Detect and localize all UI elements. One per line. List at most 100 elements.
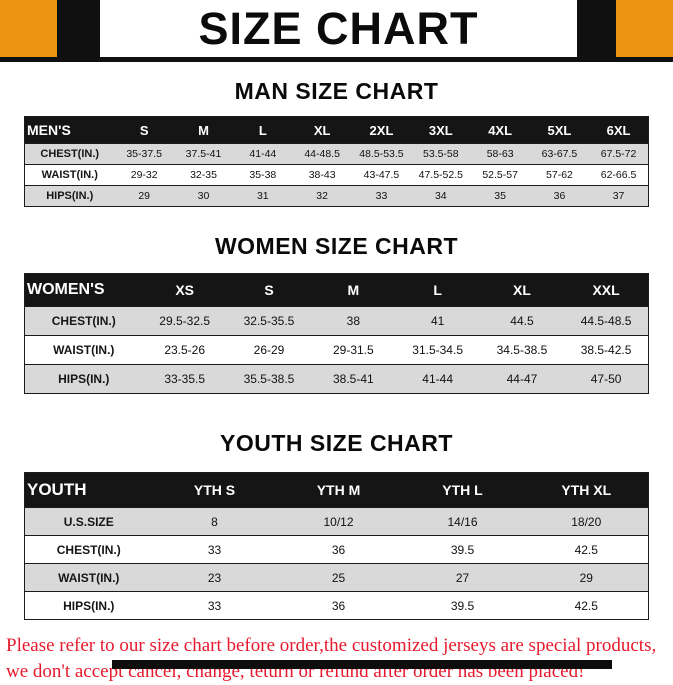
corner-accent-right <box>616 0 673 57</box>
youth-table-title: YOUTH <box>24 472 153 508</box>
size-cell: 44.5 <box>510 314 534 328</box>
women-col-xl: XL <box>479 273 565 307</box>
women-table-title: WOMEN'S <box>24 273 143 307</box>
size-cell: 62-66.5 <box>600 169 637 181</box>
size-cell: 37 <box>612 190 625 202</box>
size-cell: 8 <box>211 514 218 529</box>
women-col-xxl: XXL <box>564 273 649 307</box>
men-section-heading: MAN SIZE CHART <box>234 78 439 104</box>
women-size-table: WOMEN'S XS S M L XL XXL CHEST(IN.) 29.5-32.5 32.5… <box>24 273 649 394</box>
women-col-l: L <box>395 273 480 307</box>
title-panel: SIZE CHART <box>100 0 577 57</box>
men-header-row: MEN'S S M L XL 2XL 3XL 4XL 5XL 6XL <box>24 116 649 144</box>
women-col-s: S <box>226 273 312 307</box>
men-col-xl: XL <box>292 116 352 144</box>
men-col-3xl: 3XL <box>411 116 471 144</box>
men-col-2xl: 2XL <box>351 116 412 144</box>
size-cell: 23 <box>207 570 222 585</box>
size-cell: 34.5-38.5 <box>496 343 548 357</box>
size-cell: 41-44 <box>422 372 453 386</box>
youth-row-label-chest-in: CHEST(IN.) <box>56 542 121 557</box>
size-cell: 29-32 <box>130 169 158 181</box>
table-row: CHEST(IN.) 29.5-32.5 32.5-35.5 38 41 44.5 44.5… <box>24 306 649 336</box>
size-cell: 33 <box>207 598 222 613</box>
size-cell: 10/12 <box>323 514 354 529</box>
men-size-chart-section: MAN SIZE CHART MEN'S S M L XL 2XL 3XL 4XL 5XL 6XL C… <box>0 78 673 207</box>
size-cell: 31.5-34.5 <box>412 343 463 357</box>
size-cell: 35-38 <box>249 169 277 181</box>
size-cell: 44.5-48.5 <box>580 314 632 328</box>
footer-note: Please refer to our size chart before or… <box>6 633 667 685</box>
table-row: HIPS(IN.) 29 30 31 32 33 34 35 36 37 <box>24 185 649 207</box>
size-cell: 47-50 <box>590 372 622 386</box>
size-cell: 63-67.5 <box>541 148 578 160</box>
men-col-l: L <box>233 116 293 144</box>
table-row: CHEST(IN.) 35-37.5 37.5-41 41-44 44-48.5 48.5… <box>24 143 649 165</box>
men-col-6xl: 6XL <box>589 116 649 144</box>
size-cell: 39.5 <box>450 598 475 613</box>
youth-size-table: YOUTH YTH S YTH M YTH L YTH XL U.S.SIZE 8 10/12… <box>24 472 649 620</box>
size-cell: 33-35.5 <box>164 372 206 386</box>
size-cell: 18/20 <box>571 514 602 529</box>
men-size-table: MEN'S S M L XL 2XL 3XL 4XL 5XL 6XL CHEST(IN.) 35-37… <box>24 116 649 207</box>
women-col-m: M <box>311 273 396 307</box>
size-cell: 35-37.5 <box>126 148 162 160</box>
size-cell: 23.5-26 <box>164 343 206 357</box>
men-row-label-waist-in: WAIST(IN.) <box>41 169 98 181</box>
header-banner: SIZE CHART <box>0 0 673 62</box>
table-row: CHEST(IN.) 33 36 39.5 42.5 <box>24 535 649 564</box>
size-cell: 33 <box>375 190 388 202</box>
size-cell: 30 <box>197 190 210 202</box>
women-col-xs: XS <box>142 273 227 307</box>
size-cell: 43-47.5 <box>363 169 400 181</box>
size-cell: 34 <box>434 190 447 202</box>
size-cell: 37.5-41 <box>185 148 222 160</box>
size-cell: 38 <box>346 314 360 328</box>
women-row-label-hips-in: HIPS(IN.) <box>58 372 110 386</box>
size-cell: 31 <box>256 190 269 202</box>
size-cell: 29 <box>138 190 150 202</box>
youth-col-yth-xl: YTH XL <box>524 472 649 508</box>
size-cell: 27 <box>455 570 470 585</box>
women-header-row: WOMEN'S XS S M L XL XXL <box>24 273 649 307</box>
size-cell: 36 <box>331 598 346 613</box>
size-cell: 35.5-38.5 <box>243 372 295 386</box>
size-cell: 42.5 <box>574 542 598 557</box>
size-cell: 36 <box>553 190 566 202</box>
table-row: U.S.SIZE 8 10/12 14/16 18/20 <box>24 507 649 536</box>
size-cell: 32.5-35.5 <box>243 314 295 328</box>
men-col-m: M <box>173 116 234 144</box>
men-row-label-hips-in: HIPS(IN.) <box>46 190 94 202</box>
youth-section-heading: YOUTH SIZE CHART <box>220 430 453 456</box>
size-cell: 35 <box>494 190 506 202</box>
size-cell: 44-48.5 <box>304 148 340 160</box>
youth-col-yth-m: YTH M <box>276 472 401 508</box>
table-row: HIPS(IN.) 33-35.5 35.5-38.5 38.5-41 41-44 44-… <box>24 364 649 394</box>
size-cell: 39.5 <box>450 542 475 557</box>
size-cell: 44-47 <box>506 372 538 386</box>
size-cell: 29.5-32.5 <box>159 314 211 328</box>
size-cell: 33 <box>207 542 222 557</box>
size-cell: 52.5-57 <box>482 169 518 181</box>
youth-header-row: YOUTH YTH S YTH M YTH L YTH XL <box>24 472 649 508</box>
corner-accent-left <box>0 0 57 57</box>
size-cell: 41 <box>430 314 445 328</box>
women-row-label-waist-in: WAIST(IN.) <box>53 343 115 357</box>
women-row-label-chest-in: CHEST(IN.) <box>51 314 116 328</box>
size-cell: 32-35 <box>190 169 217 181</box>
youth-col-yth-s: YTH S <box>152 472 277 508</box>
men-row-label-chest-in: CHEST(IN.) <box>40 148 100 160</box>
size-cell: 14/16 <box>447 514 478 529</box>
youth-row-label-u-s-size: U.S.SIZE <box>63 514 114 529</box>
table-row: WAIST(IN.) 29-32 32-35 35-38 38-43 43-47.5 47.… <box>24 164 649 186</box>
size-cell: 47.5-52.5 <box>418 169 463 181</box>
bottom-bar <box>112 660 612 669</box>
size-cell: 41-44 <box>249 148 277 160</box>
size-cell: 25 <box>331 570 346 585</box>
size-cell: 38.5-42.5 <box>580 343 632 357</box>
table-row: HIPS(IN.) 33 36 39.5 42.5 <box>24 591 649 620</box>
footer-note-line-1: Please refer to our size chart before or… <box>6 635 657 656</box>
size-cell: 42.5 <box>574 598 598 613</box>
size-cell: 38.5-41 <box>332 372 374 386</box>
